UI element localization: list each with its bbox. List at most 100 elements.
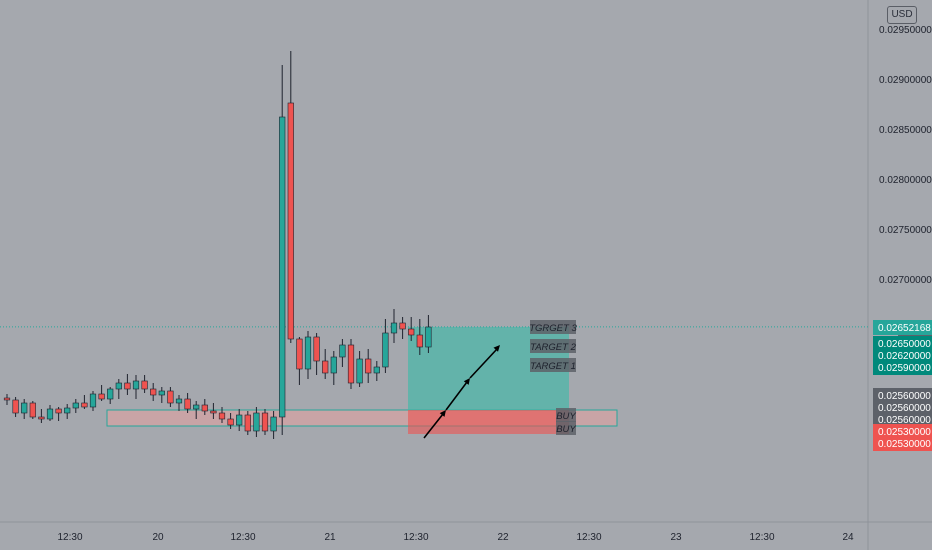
candle-bull xyxy=(193,404,200,410)
candle-bull xyxy=(339,344,346,358)
price-tag-label: 0.02590000 xyxy=(878,363,931,374)
candle-bear xyxy=(29,402,36,418)
candle-bull xyxy=(236,414,243,426)
stop-zone-rect xyxy=(408,410,569,434)
price-tag-box xyxy=(873,348,932,363)
price-tag-box xyxy=(873,412,932,427)
x-tick-label: 12:30 xyxy=(403,532,428,543)
x-tick-label: 24 xyxy=(842,532,854,543)
price-tag-label: 0.02530000 xyxy=(878,427,931,438)
candle-bull xyxy=(356,358,363,384)
y-tick-label: 0.02850000 xyxy=(879,125,932,136)
level-label-box xyxy=(530,358,576,372)
candle-bear xyxy=(184,398,191,410)
trend-arrow-segment xyxy=(445,381,468,411)
candle-bear xyxy=(201,404,208,412)
candle-bear xyxy=(313,336,320,362)
level-label-box xyxy=(556,421,576,435)
x-tick-label: 12:30 xyxy=(57,532,82,543)
candle-bull xyxy=(21,402,28,414)
candle-bull xyxy=(373,366,380,374)
candle-bear xyxy=(365,358,372,374)
y-tick-label: 0.02700000 xyxy=(879,275,932,286)
level-label: TGRGET 3 xyxy=(529,323,577,334)
candle-bull xyxy=(115,382,122,390)
trend-arrow-head xyxy=(463,378,470,385)
candle-bear xyxy=(3,397,11,401)
x-tick-label: 20 xyxy=(152,532,164,543)
candle-bear xyxy=(38,416,45,420)
candle-bull xyxy=(279,116,286,418)
x-tick-label: 12:30 xyxy=(749,532,774,543)
candle-bear xyxy=(296,338,303,370)
candle-bull xyxy=(132,380,140,390)
candle-bull xyxy=(253,412,260,432)
trend-arrow-head xyxy=(493,345,500,352)
level-label-box xyxy=(530,339,576,353)
candle-bear xyxy=(287,102,294,340)
currency-badge[interactable]: USD xyxy=(887,6,917,24)
candle-bear xyxy=(322,360,329,374)
trend-arrow-segment xyxy=(469,348,498,379)
candle-bull xyxy=(46,408,54,420)
level-label-box xyxy=(556,408,576,422)
candle-bull xyxy=(304,336,312,370)
y-tick-label: 0.02950000 xyxy=(879,25,932,36)
y-tick-label: 0.02750000 xyxy=(879,225,932,236)
candle-bear xyxy=(347,344,355,384)
candle-bear xyxy=(124,382,131,390)
x-tick-label: 22 xyxy=(497,532,509,543)
price-tag-label: 0.02652168 xyxy=(878,323,931,334)
level-label: BUY xyxy=(556,424,576,435)
y-tick-label: 0.02900000 xyxy=(879,75,932,86)
price-tag-label: 0.02620000 xyxy=(878,351,931,362)
x-tick-label: 23 xyxy=(670,532,682,543)
price-tag-box xyxy=(873,360,932,375)
level-label-box xyxy=(530,320,576,334)
candle-bear xyxy=(12,399,19,414)
candle-bull xyxy=(72,402,79,409)
price-tag-box xyxy=(873,424,932,439)
x-tick-label: 21 xyxy=(324,532,336,543)
price-tag-label: 0.02650000 xyxy=(878,339,931,350)
trend-arrow-head xyxy=(439,410,446,417)
candle-bull xyxy=(330,356,337,374)
candle-bull xyxy=(390,322,398,334)
candle-bear xyxy=(150,388,157,396)
candle-bear xyxy=(55,408,62,414)
candle-bear xyxy=(167,390,174,404)
candle-bear xyxy=(81,402,88,408)
candle-bear xyxy=(210,410,217,414)
price-tag-box xyxy=(873,436,932,451)
candle-bull xyxy=(270,416,277,432)
candle-bear xyxy=(98,393,105,400)
price-tag-box xyxy=(873,320,932,335)
candle-bull xyxy=(158,390,165,396)
price-tag-label: 0.02560000 xyxy=(878,403,931,414)
candle-bear xyxy=(399,322,406,330)
price-tag-label: 0.02560000 xyxy=(878,391,931,402)
candle-bear xyxy=(261,412,269,432)
x-tick-label: 12:30 xyxy=(230,532,255,543)
price-tag-label: 0.02560000 xyxy=(878,415,931,426)
candle-bear xyxy=(141,380,148,390)
candle-bear xyxy=(244,414,251,432)
price-tag-box xyxy=(873,336,932,351)
trend-arrow-segment xyxy=(423,413,444,439)
candle-bull xyxy=(382,332,389,368)
level-label: TARGET 1 xyxy=(530,361,576,372)
price-tag-box xyxy=(873,400,932,415)
price-tag-label: 0.02530000 xyxy=(878,439,931,450)
x-tick-label: 12:30 xyxy=(576,532,601,543)
y-tick-label: 0.02800000 xyxy=(879,175,932,186)
level-label: TARGET 2 xyxy=(530,342,576,353)
price-tag-box xyxy=(873,388,932,403)
candle-bull xyxy=(425,326,432,348)
candle-bull xyxy=(175,398,183,404)
candle-bear xyxy=(416,334,423,348)
candle-bear xyxy=(218,412,226,420)
candle-bull xyxy=(107,388,114,400)
candle-bear xyxy=(408,328,415,336)
level-label: BUY xyxy=(556,411,576,422)
